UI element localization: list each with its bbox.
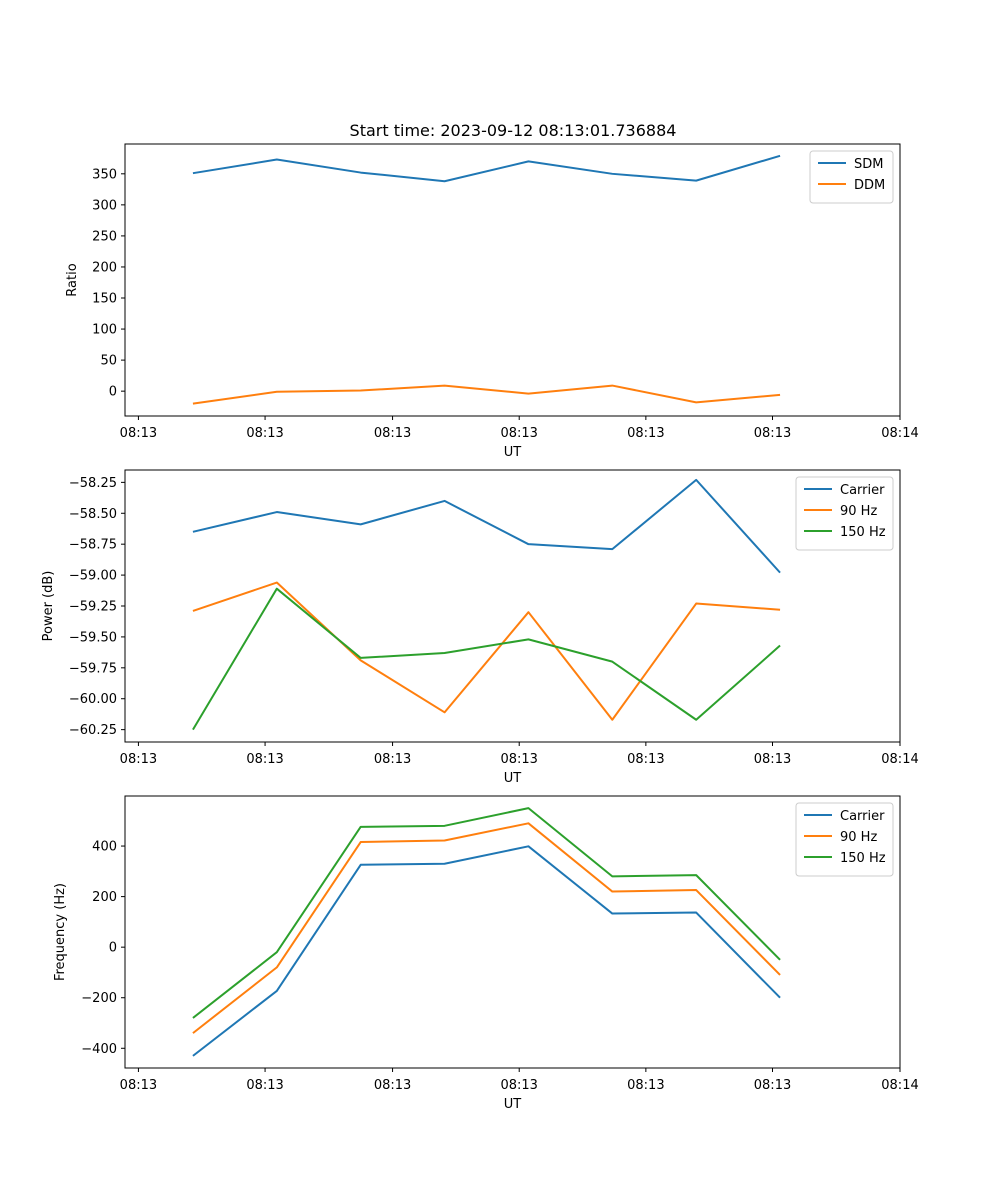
y-axis-label: Frequency (Hz) xyxy=(53,883,68,981)
y-tick-label: 400 xyxy=(92,840,117,855)
x-tick-label: 08:13 xyxy=(500,1078,537,1093)
x-tick-label: 08:13 xyxy=(246,1078,283,1093)
x-tick-label: 08:13 xyxy=(754,1078,791,1093)
legend-label: Carrier xyxy=(840,809,885,824)
x-tick-label: 08:13 xyxy=(754,752,791,767)
x-tick-label: 08:13 xyxy=(374,1078,411,1093)
x-tick-label: 08:14 xyxy=(881,752,918,767)
x-tick-label: 08:13 xyxy=(246,752,283,767)
x-tick-label: 08:13 xyxy=(374,752,411,767)
y-tick-label: −59.50 xyxy=(69,630,117,645)
series-line-150-hz xyxy=(192,587,781,731)
x-tick-label: 08:13 xyxy=(627,426,664,441)
legend: SDM DDM xyxy=(809,150,894,204)
y-tick-label: 0 xyxy=(109,385,117,400)
series-line-90-hz xyxy=(192,581,781,721)
legend-label: 150 Hz xyxy=(840,525,886,540)
axes-frame xyxy=(124,469,901,743)
legend: Carrier 90 Hz 150 Hz xyxy=(795,476,894,551)
legend: Carrier 90 Hz 150 Hz xyxy=(795,802,894,877)
series-line-ddm xyxy=(192,384,781,405)
chart-title: Start time: 2023-09-12 08:13:01.736884 xyxy=(350,121,677,140)
y-tick-label: −58.75 xyxy=(69,538,117,553)
legend-label: DDM xyxy=(854,178,885,193)
x-tick-label: 08:13 xyxy=(627,752,664,767)
y-tick-label: −59.00 xyxy=(69,569,117,584)
y-tick-label: 200 xyxy=(92,890,117,905)
x-tick-label: 08:13 xyxy=(627,1078,664,1093)
x-axis-label: UT xyxy=(504,771,522,786)
y-tick-label: −200 xyxy=(81,991,117,1006)
legend-label: 90 Hz xyxy=(840,504,877,519)
y-tick-label: 150 xyxy=(92,292,117,307)
x-tick-label: 08:13 xyxy=(374,426,411,441)
legend-label: 90 Hz xyxy=(840,830,877,845)
y-tick-label: −58.25 xyxy=(69,476,117,491)
y-tick-label: −60.00 xyxy=(69,692,117,707)
y-tick-label: −60.25 xyxy=(69,723,117,738)
series-line-sdm xyxy=(192,154,781,183)
y-tick-label: −59.75 xyxy=(69,661,117,676)
legend-label: 150 Hz xyxy=(840,851,886,866)
series-line-carrier xyxy=(192,478,781,574)
legend-label: SDM xyxy=(854,157,883,172)
series-line-150-hz xyxy=(192,807,781,1019)
subplot-3: 08:13 08:13 08:13 08:13 08:13 08:13 08:14 −400 −… xyxy=(53,795,919,1112)
x-tick-label: 08:14 xyxy=(881,1078,918,1093)
x-tick-label: 08:13 xyxy=(120,752,157,767)
y-tick-label: −400 xyxy=(81,1042,117,1057)
x-tick-label: 08:13 xyxy=(120,1078,157,1093)
x-tick-label: 08:13 xyxy=(754,426,791,441)
x-tick-label: 08:13 xyxy=(246,426,283,441)
y-tick-label: 100 xyxy=(92,323,117,338)
y-tick-label: 200 xyxy=(92,260,117,275)
x-axis-label: UT xyxy=(504,1097,522,1112)
y-tick-label: 300 xyxy=(92,198,117,213)
legend-label: Carrier xyxy=(840,483,885,498)
subplot-1: 08:13 08:13 08:13 08:13 08:13 08:13 08:14 0 50 10… xyxy=(65,143,919,460)
series-line-90-hz xyxy=(192,822,781,1034)
y-tick-label: 250 xyxy=(92,229,117,244)
y-tick-label: 50 xyxy=(100,354,117,369)
x-tick-label: 08:13 xyxy=(500,426,537,441)
y-tick-label: −58.50 xyxy=(69,507,117,522)
y-axis-label: Power (dB) xyxy=(41,571,56,642)
subplot-2: 08:13 08:13 08:13 08:13 08:13 08:13 08:14 −60.2… xyxy=(41,469,919,786)
subplots: 08:13 08:13 08:13 08:13 08:13 08:13 08:14 0 50 10… xyxy=(41,143,919,1112)
y-tick-label: 350 xyxy=(92,167,117,182)
x-tick-label: 08:14 xyxy=(881,426,918,441)
y-tick-label: −59.25 xyxy=(69,600,117,615)
axes-frame xyxy=(124,143,901,417)
axes-frame xyxy=(124,795,901,1069)
y-axis-label: Ratio xyxy=(65,263,80,296)
y-tick-label: 0 xyxy=(109,941,117,956)
x-axis-label: UT xyxy=(504,445,522,460)
series-line-carrier xyxy=(192,845,781,1057)
x-tick-label: 08:13 xyxy=(120,426,157,441)
x-tick-label: 08:13 xyxy=(500,752,537,767)
